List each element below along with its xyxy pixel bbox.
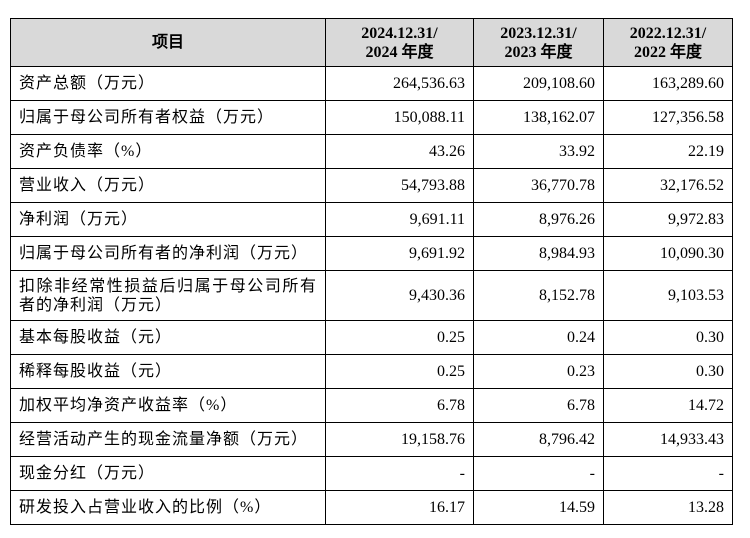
value-cell: 264,536.63: [325, 66, 474, 101]
value-cell: 14.72: [603, 388, 733, 423]
header-cell: 项目: [10, 18, 326, 67]
value-cell: 8,984.93: [473, 236, 604, 271]
value-cell: 14.59: [473, 490, 604, 525]
value-cell: 19,158.76: [325, 422, 474, 457]
table-row: 营业收入（万元） 54,793.88 36,770.78 32,176.52: [10, 168, 733, 203]
row-label: 加权平均净资产收益率（%）: [10, 388, 326, 423]
header-cell: 2024.12.31/2024 年度: [325, 18, 474, 67]
table-row: 加权平均净资产收益率（%） 6.78 6.78 14.72: [10, 388, 733, 423]
value-cell: 9,430.36: [325, 270, 474, 321]
row-label: 经营活动产生的现金流量净额（万元）: [10, 422, 326, 457]
value-cell: 163,289.60: [603, 66, 733, 101]
value-cell: 150,088.11: [325, 100, 474, 135]
row-label: 稀释每股收益（元）: [10, 354, 326, 389]
row-label: 基本每股收益（元）: [10, 320, 326, 355]
value-cell: 14,933.43: [603, 422, 733, 457]
value-cell: 22.19: [603, 134, 733, 169]
value-cell: 0.30: [603, 320, 733, 355]
value-cell: 9,691.92: [325, 236, 474, 271]
value-cell: 127,356.58: [603, 100, 733, 135]
header-line: 2022.12.31/: [629, 24, 707, 42]
value-cell: 13.28: [603, 490, 733, 525]
row-label: 现金分红（万元）: [10, 456, 326, 491]
row-label: 营业收入（万元）: [10, 168, 326, 203]
row-label: 研发投入占营业收入的比例（%）: [10, 490, 326, 525]
table-row: 归属于母公司所有者的净利润（万元） 9,691.92 8,984.93 10,090.…: [10, 236, 733, 271]
value-cell: 0.24: [473, 320, 604, 355]
header-line: 2023.12.31/: [500, 24, 577, 42]
table-row: 经营活动产生的现金流量净额（万元） 19,158.76 8,796.42 14,933…: [10, 422, 733, 457]
value-cell: 0.25: [325, 354, 474, 389]
header-line: 2023 年度: [504, 43, 573, 61]
header-line: 2024.12.31/: [361, 24, 438, 42]
table-row: 净利润（万元） 9,691.11 8,976.26 9,972.83: [10, 202, 733, 237]
value-cell: 138,162.07: [473, 100, 604, 135]
row-label: 资产负债率（%）: [10, 134, 326, 169]
value-cell: 10,090.30: [603, 236, 733, 271]
table-row: 现金分红（万元） - - -: [10, 456, 733, 491]
value-cell: 54,793.88: [325, 168, 474, 203]
header-cell: 2023.12.31/2023 年度: [473, 18, 604, 67]
value-cell: 6.78: [473, 388, 604, 423]
financial-table: 项目 2024.12.31/2024 年度 2023.12.31/2023 年度 20…: [10, 18, 733, 525]
value-cell: 9,103.53: [603, 270, 733, 321]
value-cell: -: [603, 456, 733, 491]
value-cell: 32,176.52: [603, 168, 733, 203]
value-cell: 8,152.78: [473, 270, 604, 321]
row-label: 归属于母公司所有者权益（万元）: [10, 100, 326, 135]
table-row: 基本每股收益（元） 0.25 0.24 0.30: [10, 320, 733, 355]
table-row: 扣除非经常性损益后归属于母公司所有者的净利润（万元） 9,430.36 8,152.…: [10, 270, 733, 321]
header-line: 2022 年度: [633, 43, 702, 61]
value-cell: 0.30: [603, 354, 733, 389]
value-cell: 0.25: [325, 320, 474, 355]
table-row: 资产负债率（%） 43.26 33.92 22.19: [10, 134, 733, 169]
row-label: 扣除非经常性损益后归属于母公司所有者的净利润（万元）: [10, 270, 326, 321]
value-cell: 9,972.83: [603, 202, 733, 237]
value-cell: 33.92: [473, 134, 604, 169]
table-row: 研发投入占营业收入的比例（%） 16.17 14.59 13.28: [10, 490, 733, 525]
value-cell: -: [473, 456, 604, 491]
value-cell: 6.78: [325, 388, 474, 423]
row-label: 净利润（万元）: [10, 202, 326, 237]
value-cell: 8,976.26: [473, 202, 604, 237]
header-cell: 2022.12.31/2022 年度: [603, 18, 733, 67]
value-cell: 16.17: [325, 490, 474, 525]
value-cell: 209,108.60: [473, 66, 604, 101]
row-label: 归属于母公司所有者的净利润（万元）: [10, 236, 326, 271]
value-cell: 43.26: [325, 134, 474, 169]
value-cell: 36,770.78: [473, 168, 604, 203]
header-line: 2024 年度: [365, 43, 434, 61]
table-row: 归属于母公司所有者权益（万元） 150,088.11 138,162.07 127,3…: [10, 100, 733, 135]
row-label: 资产总额（万元）: [10, 66, 326, 101]
table-row: 资产总额（万元） 264,536.63 209,108.60 163,289.60: [10, 66, 733, 101]
value-cell: 0.23: [473, 354, 604, 389]
value-cell: -: [325, 456, 474, 491]
value-cell: 8,796.42: [473, 422, 604, 457]
table-row: 稀释每股收益（元） 0.25 0.23 0.30: [10, 354, 733, 389]
value-cell: 9,691.11: [325, 202, 474, 237]
header-row: 项目 2024.12.31/2024 年度 2023.12.31/2023 年度 20…: [10, 18, 733, 67]
